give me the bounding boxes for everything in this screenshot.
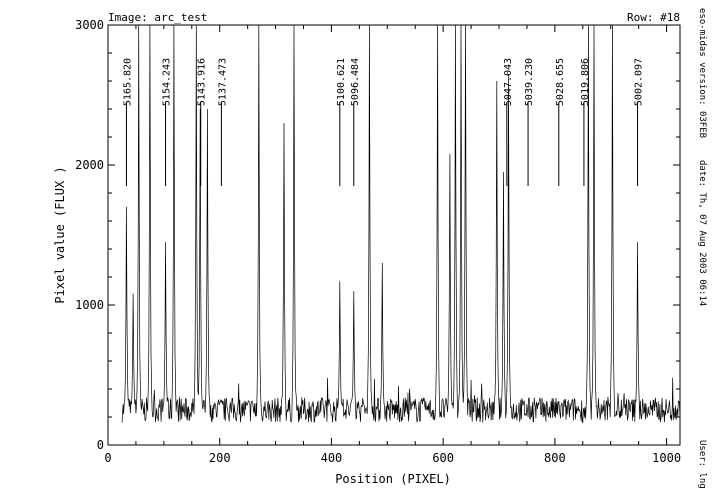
spectrum-line — [121, 24, 681, 424]
line-id-label: 5096.484 — [350, 58, 361, 106]
line-id-label: 5100.621 — [336, 58, 347, 106]
line-id-label: 5154.243 — [162, 58, 173, 106]
x-tick-label: 0 — [104, 451, 111, 465]
line-id-label: 5019.806 — [580, 58, 591, 106]
x-tick-label: 1000 — [652, 451, 681, 465]
x-tick-label: 200 — [209, 451, 231, 465]
row-label: Row: #18 — [627, 11, 680, 24]
plot-layer: 0 200 400 600 800 1000 0 1000 2000 3000 5165.820 51… — [75, 18, 681, 465]
plot-frame — [107, 24, 681, 446]
user-info: User: lng — [697, 440, 707, 489]
version-info: eso-midas version: 03FEB — [697, 8, 707, 138]
image-label: Image: arc_test — [108, 11, 207, 24]
x-tick-label: 800 — [544, 451, 566, 465]
line-id-label: 5143.916 — [197, 58, 208, 106]
line-id-label: 5165.820 — [122, 58, 133, 106]
y-tick-label: 1000 — [75, 298, 104, 312]
line-id-label: 5137.473 — [217, 58, 228, 106]
y-tick-label: 0 — [97, 438, 104, 452]
x-axis-label: Position (PIXEL) — [335, 472, 451, 486]
line-id-label: 5028.655 — [555, 58, 566, 106]
y-tick-label: 2000 — [75, 158, 104, 172]
x-tick-label: 600 — [432, 451, 454, 465]
line-id-label: 5039.230 — [524, 58, 535, 106]
x-tick-label: 400 — [321, 451, 343, 465]
date-info: date: Th, 07 Aug 2003 06:14 — [697, 160, 707, 306]
line-id-label: 5002.097 — [634, 58, 645, 106]
y-axis-label: Pixel value (FLUX ) — [53, 166, 67, 303]
line-id-label: 5047.043 — [503, 58, 514, 106]
y-tick-label: 3000 — [75, 18, 104, 32]
